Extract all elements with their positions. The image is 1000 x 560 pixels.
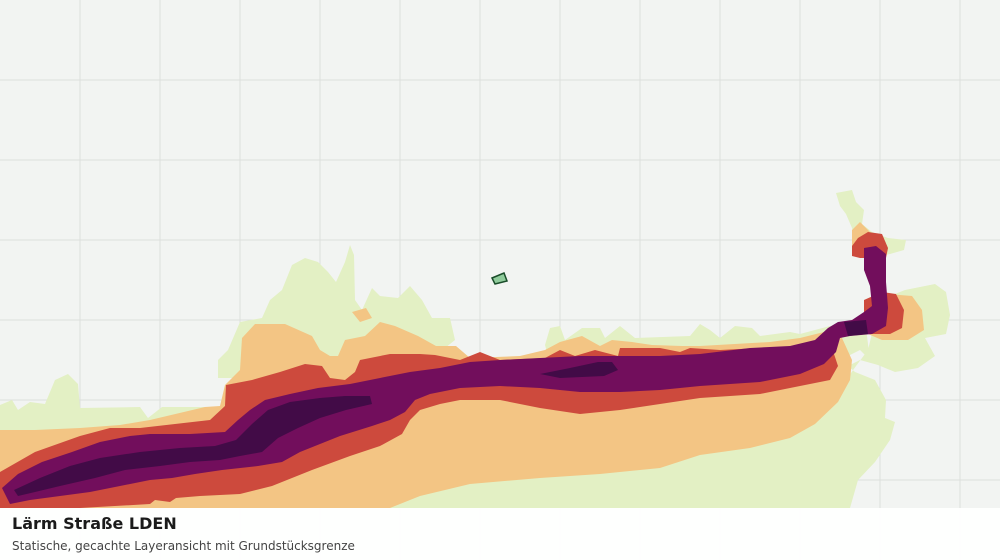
map-subtitle: Statische, gecachte Layeransicht mit Gru… xyxy=(12,539,355,553)
noise-band-highest xyxy=(14,320,868,496)
map-title: Lärm Straße LDEN xyxy=(12,514,177,533)
property-boundary-parcel[interactable] xyxy=(490,272,508,285)
noise-band-high xyxy=(2,246,888,504)
map-caption: Lärm Straße LDEN Statische, gecachte Lay… xyxy=(0,508,1000,560)
